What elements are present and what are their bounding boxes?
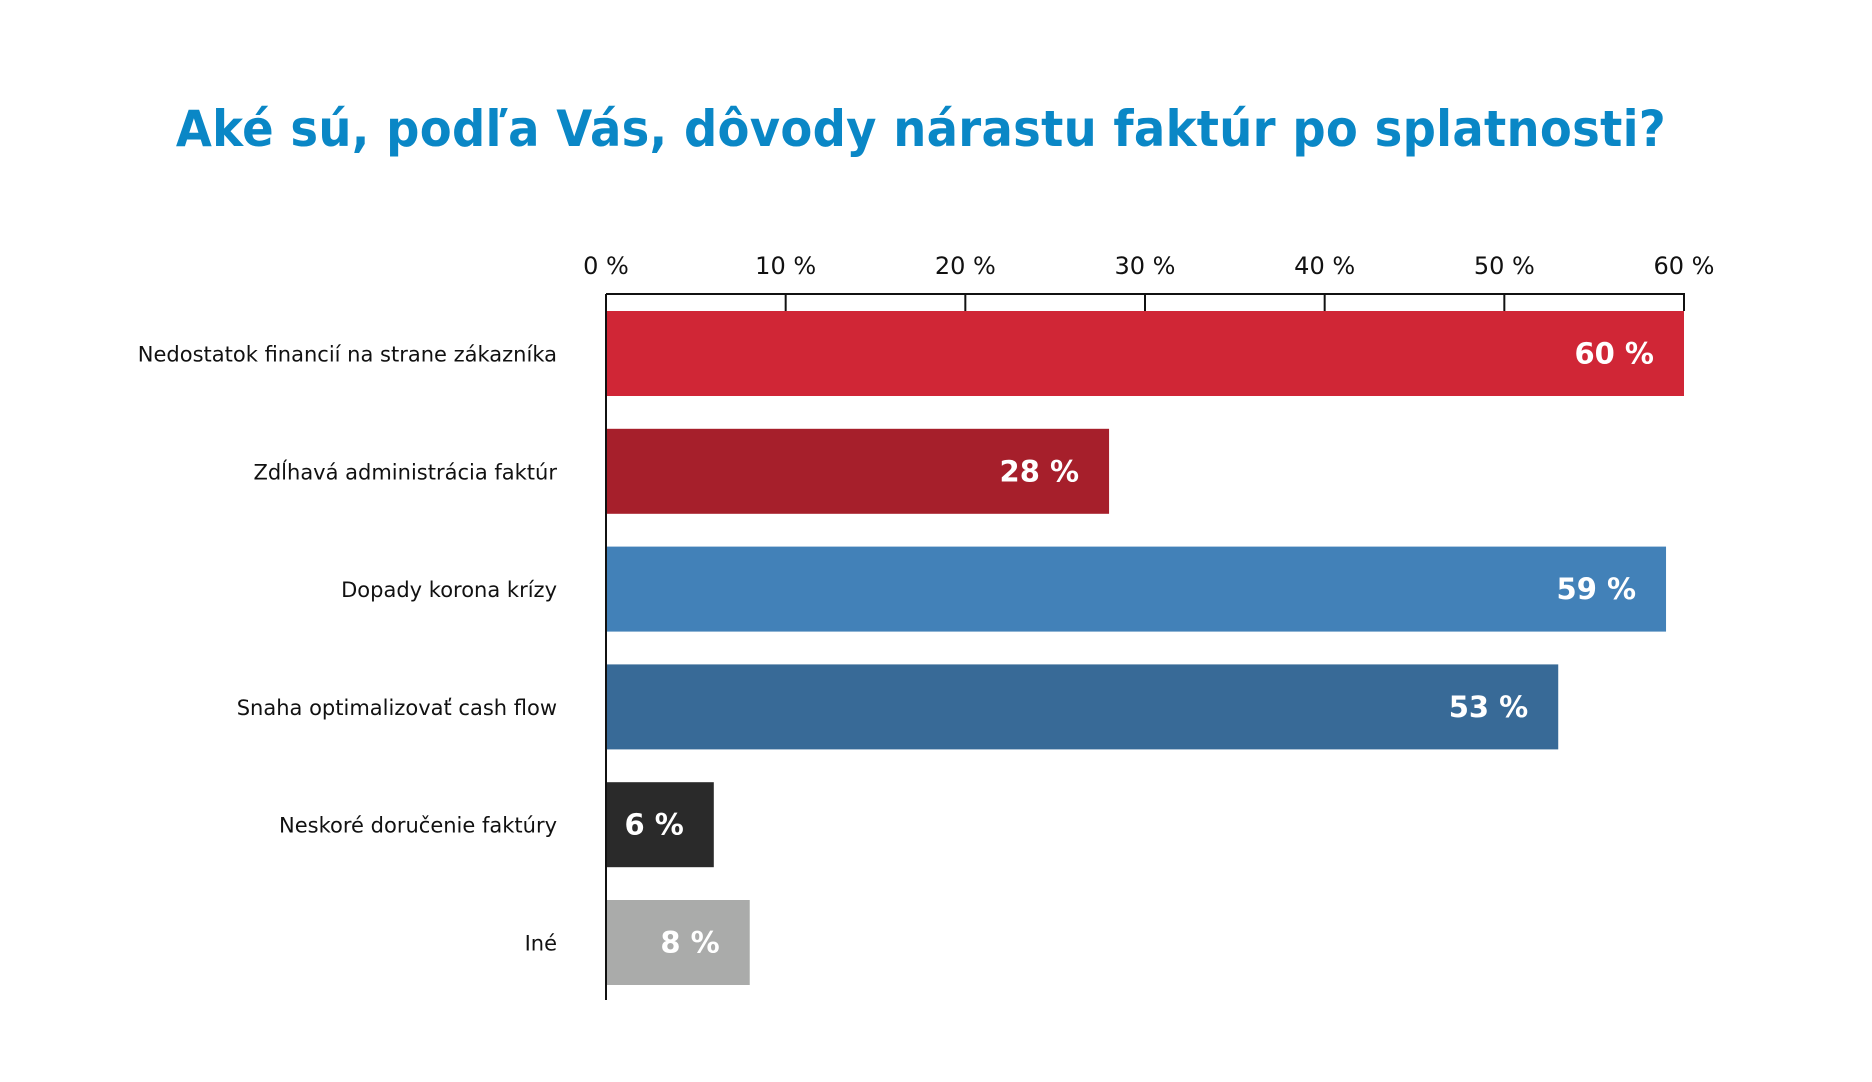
category-labels: Nedostatok financií na strane zákazníka Z… bbox=[138, 343, 558, 956]
category-label: Nedostatok financií na strane zákazníka bbox=[138, 343, 557, 367]
bar-value-label: 8 % bbox=[660, 926, 719, 960]
x-tick-label: 20 % bbox=[935, 252, 996, 280]
bars: 60 % 28 % 59 % 53 % 6 % 8 % bbox=[607, 311, 1684, 985]
bar-value-label: 53 % bbox=[1449, 690, 1529, 724]
bar bbox=[607, 900, 750, 985]
x-tick-label: 40 % bbox=[1294, 252, 1355, 280]
bar bbox=[607, 782, 714, 868]
bar bbox=[607, 546, 1667, 632]
x-tick-label: 10 % bbox=[755, 252, 816, 280]
bar bbox=[607, 664, 1559, 750]
chart-title: Aké sú, podľa Vás, dôvody nárastu faktúr… bbox=[175, 100, 1667, 158]
x-tick-label: 30 % bbox=[1115, 252, 1176, 280]
bar-value-label: 28 % bbox=[1000, 454, 1080, 488]
category-label: Snaha optimalizovať cash flow bbox=[237, 696, 557, 720]
category-label: Neskoré doručenie faktúry bbox=[279, 814, 557, 838]
x-axis: 0 % 10 % 20 % 30 % 40 % 50 % 60 % bbox=[583, 252, 1714, 1000]
x-tick-label: 50 % bbox=[1474, 252, 1535, 280]
category-label: Iné bbox=[525, 932, 557, 956]
x-tick-label: 60 % bbox=[1654, 252, 1715, 280]
bar bbox=[607, 428, 1110, 514]
category-label: Dopady korona krízy bbox=[341, 578, 557, 602]
bar-value-label: 59 % bbox=[1557, 572, 1637, 606]
bar-value-label: 60 % bbox=[1574, 337, 1654, 371]
bar bbox=[607, 311, 1684, 396]
category-label: Zdĺhavá administrácia faktúr bbox=[253, 459, 557, 484]
x-tick-label: 0 % bbox=[583, 252, 629, 280]
bar-value-label: 6 % bbox=[624, 808, 683, 842]
